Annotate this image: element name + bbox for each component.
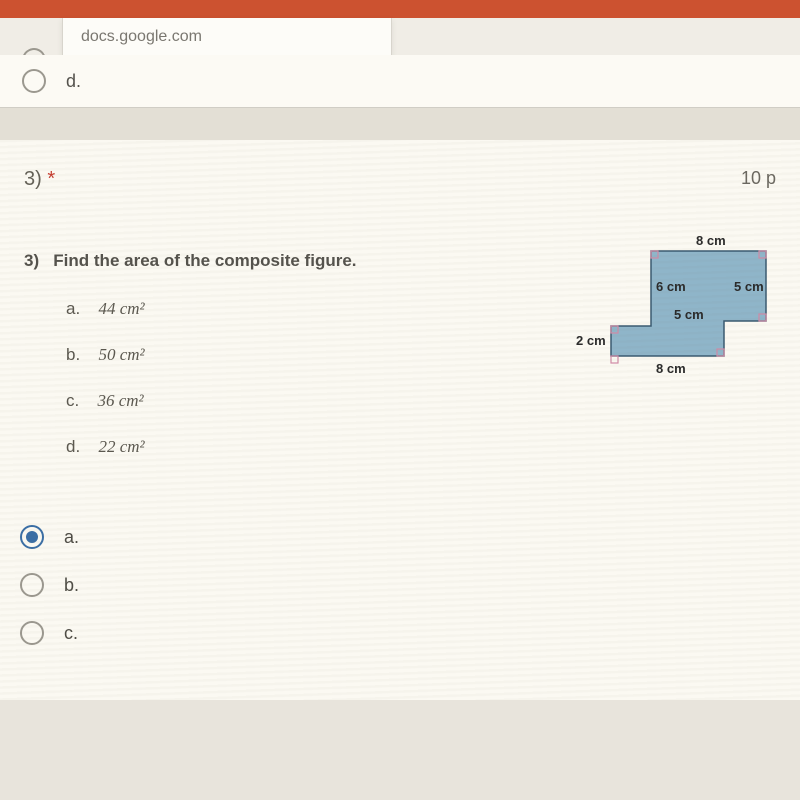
required-asterisk: *: [47, 168, 55, 190]
answer-letter: a.: [64, 527, 79, 548]
browser-url-tab[interactable]: docs.google.com: [62, 18, 392, 56]
card-gap: [0, 108, 800, 140]
answer-row-b[interactable]: b.: [20, 561, 776, 609]
choice-b: b. 50 cm²: [66, 345, 526, 365]
prompt-text-block: 3) Find the area of the composite figure…: [24, 251, 526, 483]
composite-figure: 8 cm5 cm6 cm5 cm2 cm8 cm: [556, 241, 776, 401]
choice-letter: c.: [66, 391, 79, 410]
figure-dimension-label: 5 cm: [734, 279, 764, 294]
radio-b[interactable]: [20, 573, 44, 597]
choice-text: 36 cm²: [97, 391, 143, 410]
choice-text: 44 cm²: [98, 299, 144, 318]
choice-letter: d.: [66, 437, 80, 456]
answer-options: a. b. c.: [20, 513, 776, 657]
question-card: 3) * 10 p 3) Find the area of the compos…: [0, 140, 800, 700]
choice-letter: a.: [66, 299, 80, 318]
question-header: 3) * 10 p: [24, 168, 776, 191]
choice-c: c. 36 cm²: [66, 391, 526, 411]
choice-text: 22 cm²: [98, 437, 144, 456]
figure-dimension-label: 2 cm: [576, 333, 606, 348]
choice-d: d. 22 cm²: [66, 437, 526, 457]
answer-row-c[interactable]: c.: [20, 609, 776, 657]
radio-c[interactable]: [20, 621, 44, 645]
prompt-line: 3) Find the area of the composite figure…: [24, 251, 526, 271]
figure-dimension-label: 5 cm: [674, 307, 704, 322]
question-number: 3) *: [24, 168, 55, 191]
browser-tab-region: docs.google.com d.: [0, 18, 800, 108]
question-points: 10 p: [741, 168, 776, 191]
answer-letter: c.: [64, 623, 78, 644]
figure-dimension-label: 8 cm: [696, 233, 726, 248]
figure-dimension-label: 8 cm: [656, 361, 686, 376]
figure-dimension-label: 6 cm: [656, 279, 686, 294]
choice-letter: b.: [66, 345, 80, 364]
url-text: docs.google.com: [81, 28, 202, 46]
browser-accent-bar: [0, 0, 800, 18]
prompt-row: 3) Find the area of the composite figure…: [24, 251, 776, 483]
radio-a[interactable]: [20, 525, 44, 549]
prompt-text: Find the area of the composite figure.: [53, 251, 356, 270]
prompt-number: 3): [24, 251, 39, 270]
prev-radio-d[interactable]: [22, 69, 46, 93]
choice-a: a. 44 cm²: [66, 299, 526, 319]
answer-row-a[interactable]: a.: [20, 513, 776, 561]
answer-letter: b.: [64, 575, 79, 596]
prev-option-letter: d.: [66, 71, 81, 92]
figure-svg: [556, 241, 776, 401]
prev-question-option-row: d.: [0, 55, 800, 107]
question-number-text: 3): [24, 168, 42, 190]
choice-text: 50 cm²: [98, 345, 144, 364]
